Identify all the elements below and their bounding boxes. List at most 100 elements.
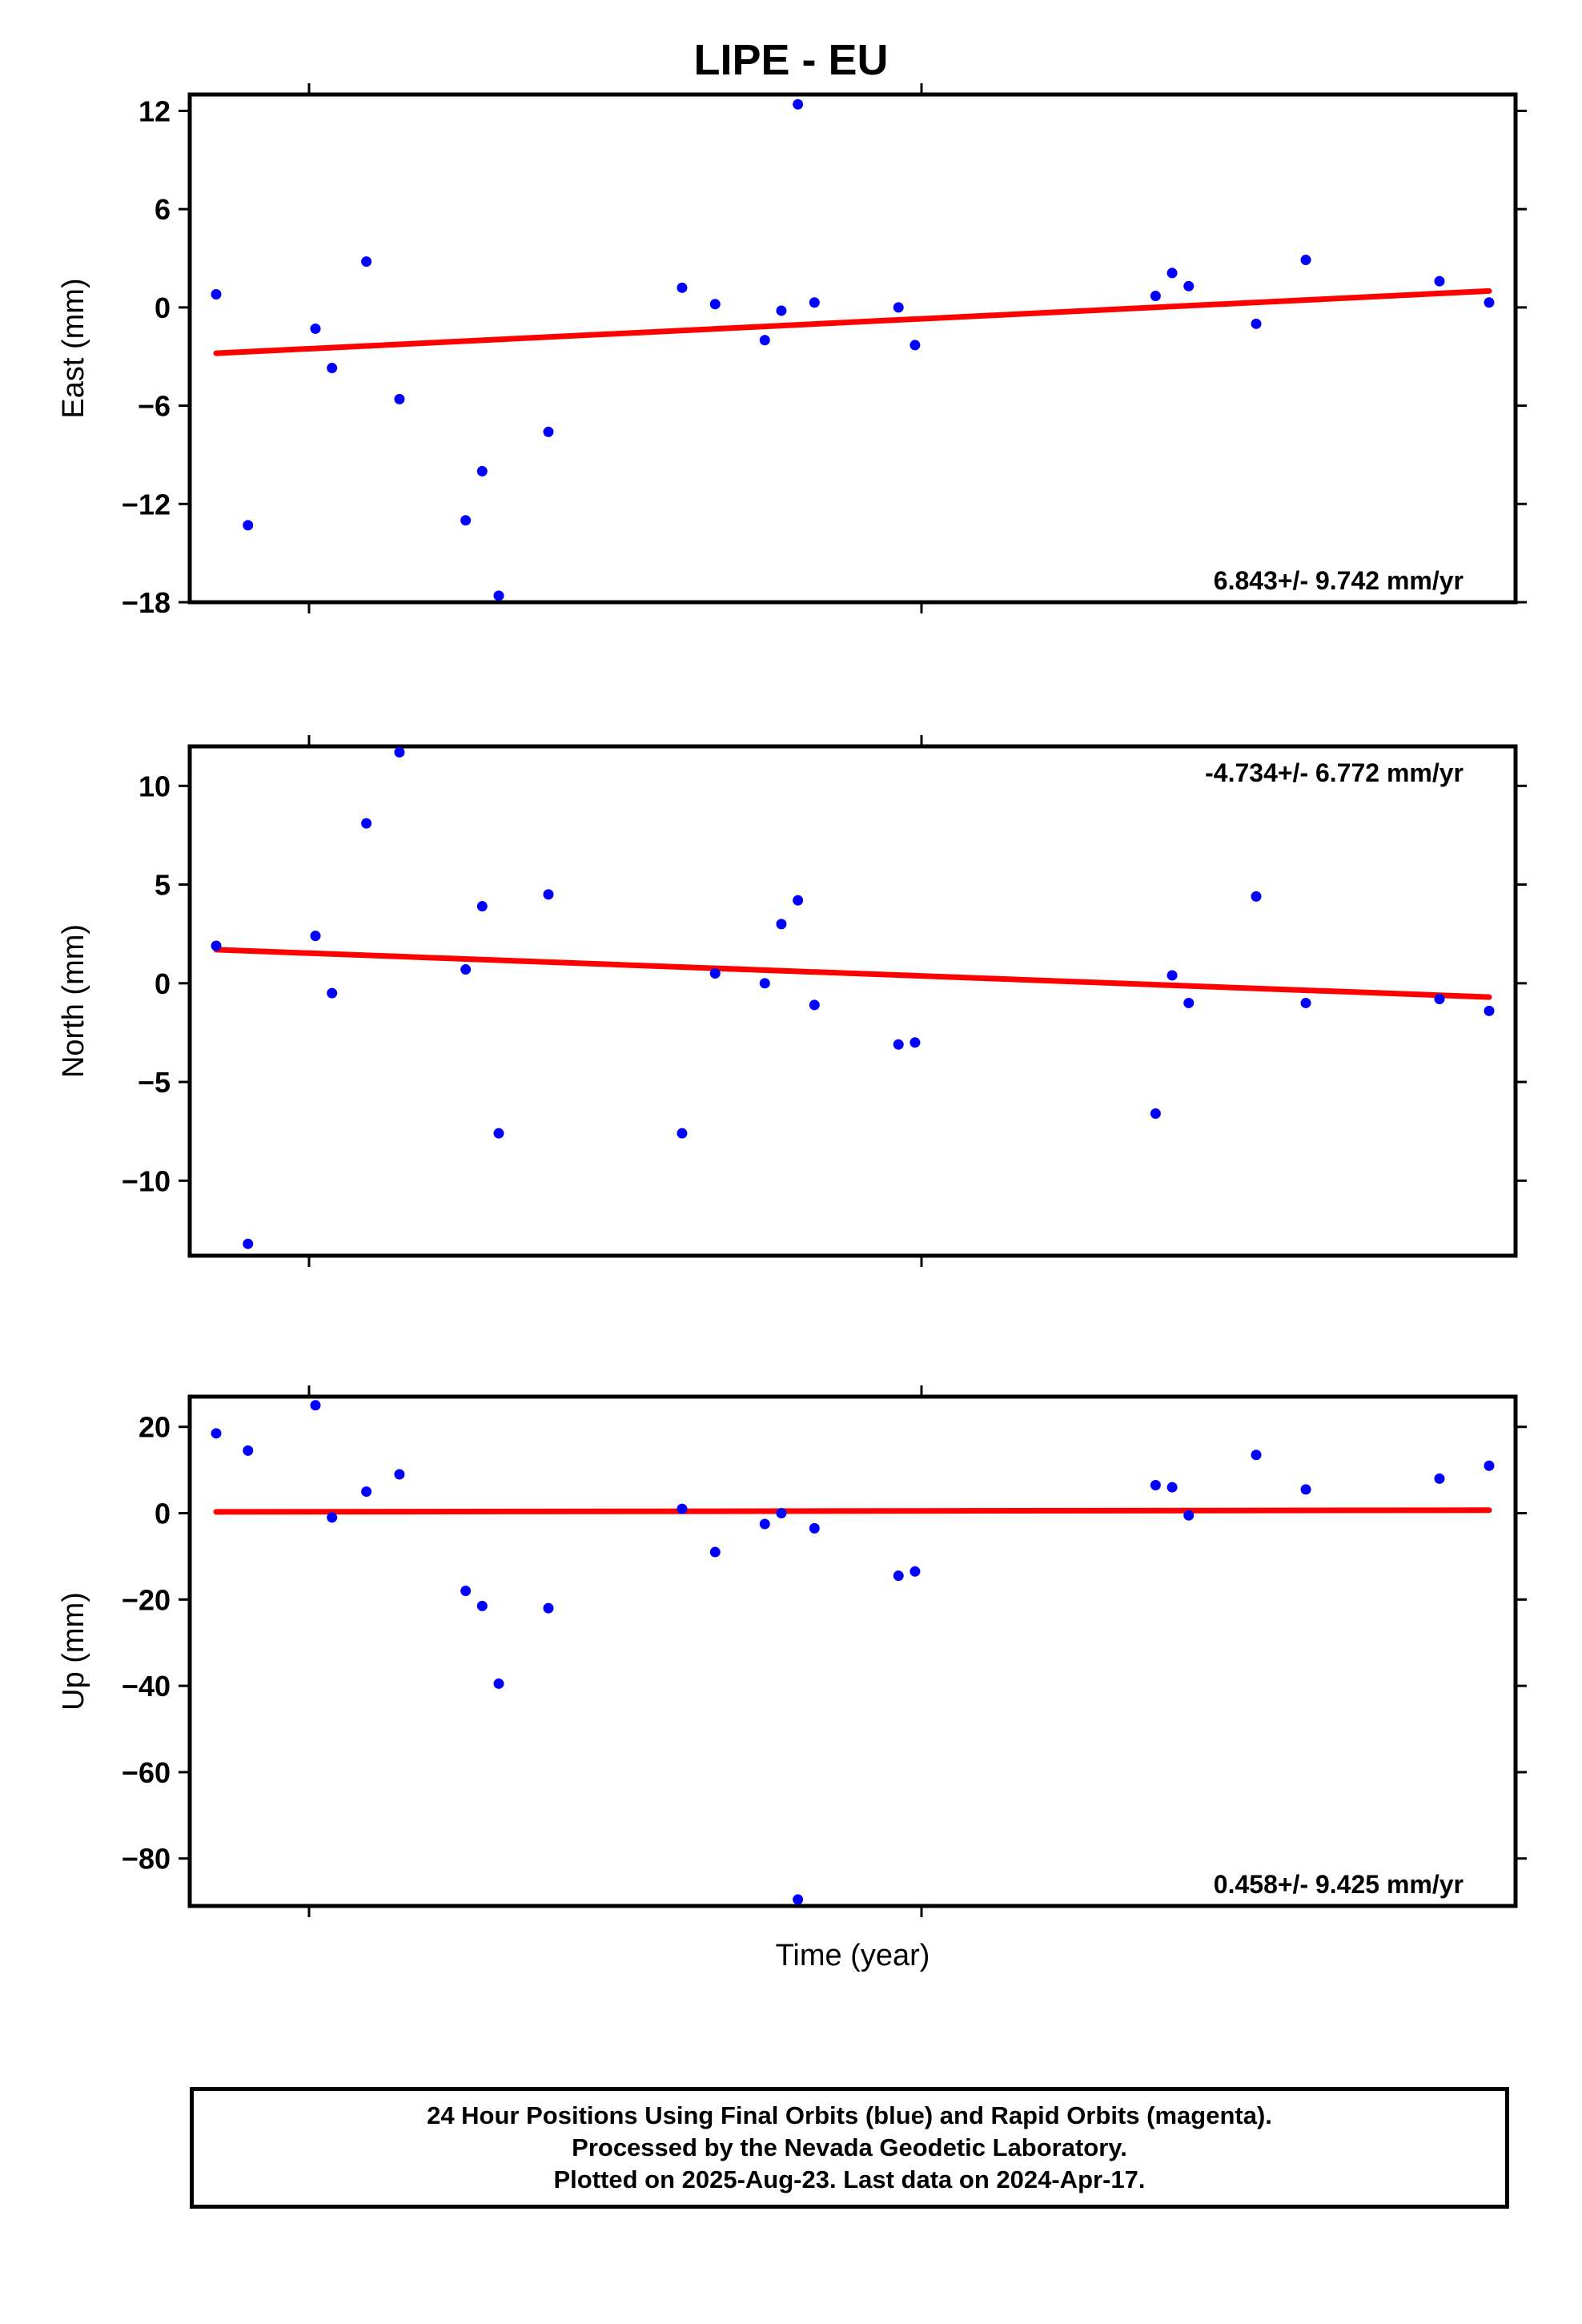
data-point	[893, 1570, 904, 1582]
y-axis-label: Up (mm)	[57, 1592, 90, 1711]
data-point	[493, 1128, 504, 1139]
data-point	[394, 746, 405, 758]
data-point	[310, 1400, 321, 1411]
data-point	[677, 282, 688, 293]
data-point	[709, 1546, 721, 1558]
data-point	[243, 520, 254, 531]
data-point	[211, 940, 222, 951]
y-tick-label: −40	[122, 1670, 171, 1703]
data-point	[543, 889, 554, 900]
data-point	[776, 919, 787, 930]
x-axis-label: Time (year)	[776, 1939, 930, 1972]
footer-box: 24 Hour Positions Using Final Orbits (bl…	[190, 2087, 1509, 2209]
data-point	[677, 1128, 688, 1139]
data-point	[476, 1600, 488, 1611]
data-point	[809, 1522, 820, 1534]
data-point	[759, 335, 770, 346]
data-point	[361, 256, 372, 267]
panel-north: 10 5 0 −5 −10 North (mm) -4.734+/- 6.772 mm/yr	[57, 735, 1527, 1267]
data-point	[327, 363, 338, 374]
data-point	[759, 978, 770, 989]
y-tick-label: −6	[138, 390, 171, 423]
panel-frame	[187, 1394, 1518, 1908]
data-point	[1166, 970, 1178, 981]
data-point	[243, 1238, 254, 1249]
y-tick-label: 6	[155, 193, 171, 226]
data-point	[211, 289, 222, 300]
data-point	[1150, 1108, 1161, 1120]
data-point	[460, 964, 472, 975]
data-point	[493, 1678, 504, 1689]
panel-east: 12 6 0 −6 −12 −18 East (mm) 6.843+/- 9.742 mm/y…	[57, 83, 1527, 619]
y-tick-label: −80	[122, 1843, 171, 1876]
panel-frame	[187, 92, 1518, 605]
rate-label: 0.458+/- 9.425 mm/yr	[1214, 1870, 1464, 1899]
y-tick-label: 0	[155, 1498, 171, 1530]
data-point	[1434, 994, 1445, 1005]
y-tick-label: 20	[139, 1411, 171, 1444]
data-point	[1166, 1482, 1178, 1493]
data-point	[893, 1039, 904, 1050]
footer-line-2: Processed by the Nevada Geodetic Laborat…	[572, 2133, 1127, 2161]
data-point	[909, 340, 921, 351]
data-point	[310, 323, 321, 334]
data-point	[493, 590, 504, 601]
data-point	[1434, 1473, 1445, 1484]
panel-frame	[187, 744, 1518, 1258]
y-tick-label: 12	[139, 94, 171, 127]
data-point	[361, 818, 372, 829]
y-tick-label: −10	[122, 1164, 171, 1197]
data-point	[243, 1445, 254, 1456]
data-point	[677, 1503, 688, 1514]
data-point	[709, 967, 721, 979]
data-point	[793, 1894, 804, 1905]
trend-line	[213, 287, 1492, 356]
y-tick-label: 10	[139, 770, 171, 802]
data-point	[759, 1518, 770, 1530]
data-point	[1300, 255, 1311, 266]
data-point	[327, 987, 338, 999]
data-point	[1251, 1449, 1262, 1461]
data-point	[1300, 1484, 1311, 1495]
y-axis-label: North (mm)	[57, 924, 90, 1078]
data-point	[1300, 997, 1311, 1008]
data-point	[1251, 891, 1262, 902]
y-axis-label: East (mm)	[57, 278, 90, 418]
data-point	[1166, 267, 1178, 279]
trend-line	[213, 947, 1492, 1000]
data-point	[709, 299, 721, 310]
footer-line-1: 24 Hour Positions Using Final Orbits (bl…	[427, 2101, 1272, 2129]
data-point	[327, 1512, 338, 1523]
data-point	[1150, 1479, 1161, 1490]
data-point	[1484, 297, 1495, 308]
data-point	[1434, 275, 1445, 287]
panel-up: 20 0 −20 −40 −60 −80 Up (mm) 0.458+/- 9.425 mm/…	[57, 1385, 1527, 1917]
data-point	[776, 1508, 787, 1519]
data-point	[310, 931, 321, 942]
y-tick-label: −18	[122, 586, 171, 619]
y-tick-label: −12	[122, 488, 171, 521]
data-point	[1183, 1510, 1195, 1521]
data-point	[394, 1469, 405, 1480]
data-point	[1251, 318, 1262, 329]
data-point	[793, 99, 804, 110]
data-point	[476, 901, 488, 912]
data-point	[793, 895, 804, 906]
rate-label: 6.843+/- 9.742 mm/yr	[1214, 566, 1464, 595]
trend-line	[213, 1507, 1492, 1515]
data-point	[543, 426, 554, 437]
y-tick-label: −5	[138, 1066, 171, 1099]
data-point	[809, 297, 820, 308]
page-title: LIPE - EU	[693, 36, 889, 84]
data-point	[543, 1602, 554, 1614]
data-point	[211, 1428, 222, 1439]
data-point	[476, 465, 488, 476]
data-point	[909, 1566, 921, 1577]
footer-line-3: Plotted on 2025-Aug-23. Last data on 202…	[553, 2165, 1146, 2193]
y-tick-label: 0	[155, 967, 171, 1000]
data-point	[460, 515, 472, 526]
y-tick-label: 5	[155, 869, 171, 902]
y-tick-label: 0	[155, 292, 171, 324]
data-point	[460, 1586, 472, 1597]
